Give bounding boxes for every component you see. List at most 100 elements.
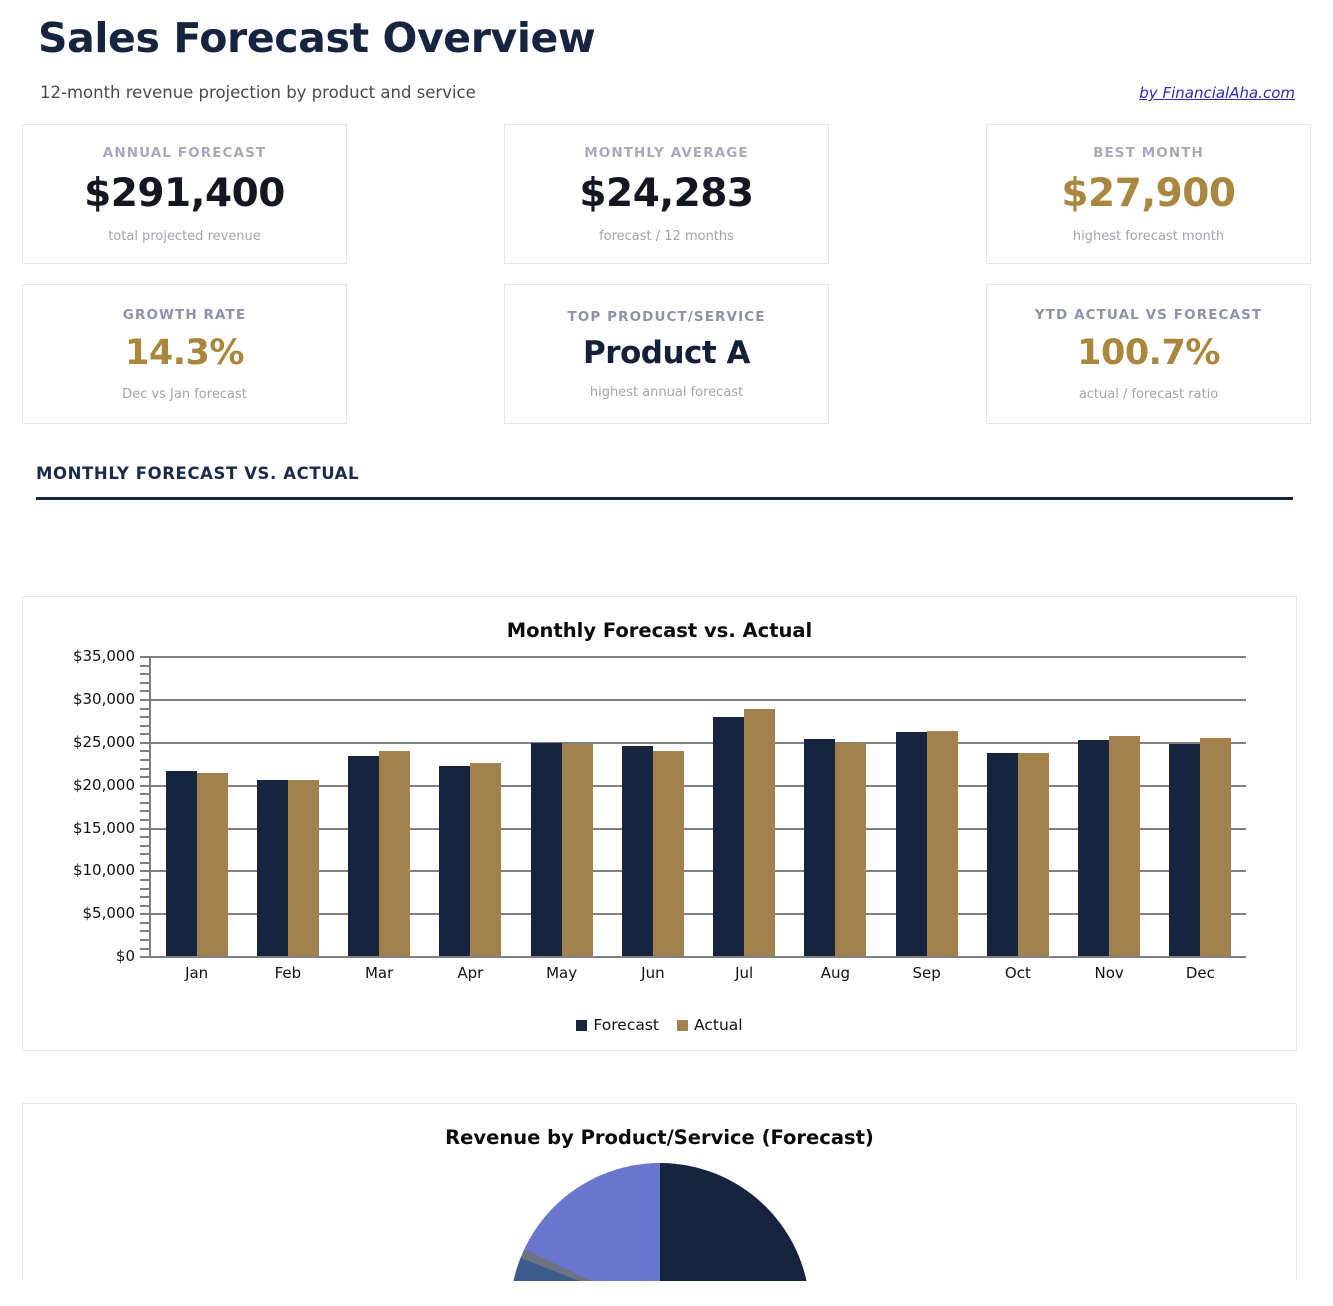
y-axis-tick-label: $30,000 bbox=[72, 690, 135, 709]
y-axis-tick-label: $35,000 bbox=[72, 647, 135, 666]
bar-actual[interactable] bbox=[287, 779, 319, 957]
legend-item[interactable]: Actual bbox=[677, 1016, 743, 1034]
bar-forecast[interactable] bbox=[895, 731, 927, 957]
gridline bbox=[151, 827, 1246, 830]
legend-swatch-icon bbox=[677, 1019, 689, 1031]
y-axis-minor-tick bbox=[140, 844, 151, 847]
y-axis-minor-tick bbox=[140, 759, 151, 762]
y-axis-minor-tick bbox=[140, 853, 151, 856]
y-axis-minor-tick bbox=[140, 767, 151, 770]
gridline bbox=[151, 741, 1246, 744]
bar-forecast[interactable] bbox=[1169, 744, 1201, 957]
bar-forecast[interactable] bbox=[530, 742, 562, 957]
kpi-label: YTD ACTUAL VS FORECAST bbox=[1034, 306, 1263, 323]
y-axis-minor-tick bbox=[140, 904, 151, 907]
bar-chart-plot-area: $0 $5,000 $10,000 $15,000 $20,000 $25,000 $30,… bbox=[33, 647, 1286, 1010]
y-axis-minor-tick bbox=[140, 707, 151, 710]
y-axis-tick-label: $5,000 bbox=[82, 904, 136, 923]
bar-actual[interactable] bbox=[1109, 735, 1141, 957]
bar-actual[interactable] bbox=[561, 743, 593, 957]
bar-chart-legend: Forecast Actual bbox=[33, 1016, 1286, 1034]
bar-group bbox=[334, 656, 425, 957]
x-axis-tick-label: Feb bbox=[274, 964, 302, 983]
y-axis-minor-tick bbox=[140, 939, 151, 942]
kpi-sublabel: forecast / 12 months bbox=[599, 228, 734, 244]
bar-group bbox=[790, 656, 881, 957]
y-axis-minor-tick bbox=[140, 690, 151, 693]
x-axis-tick-label: Dec bbox=[1185, 964, 1215, 983]
kpi-value: 14.3% bbox=[125, 332, 244, 373]
bar-group bbox=[425, 656, 516, 957]
bar-actual[interactable] bbox=[744, 709, 776, 957]
section-divider bbox=[36, 497, 1293, 501]
gridline bbox=[151, 699, 1246, 702]
bar-actual[interactable] bbox=[379, 751, 411, 957]
x-axis-tick-label: Jan bbox=[185, 964, 209, 983]
bar-forecast[interactable] bbox=[713, 717, 745, 957]
legend-swatch-icon bbox=[576, 1019, 588, 1031]
bar-group bbox=[516, 656, 607, 957]
legend-item[interactable]: Forecast bbox=[576, 1016, 659, 1034]
y-axis-minor-tick bbox=[140, 656, 151, 659]
kpi-card-best-month: BEST MONTH $27,900 highest forecast mont… bbox=[986, 124, 1311, 265]
bar-actual[interactable] bbox=[1017, 753, 1049, 957]
y-axis-minor-tick bbox=[140, 810, 151, 813]
gridline bbox=[151, 870, 1246, 873]
kpi-card-ytd-actual-vs-forecast: YTD ACTUAL VS FORECAST 100.7% actual / f… bbox=[986, 284, 1311, 425]
y-axis-minor-tick bbox=[140, 921, 151, 924]
y-axis-minor-tick bbox=[140, 887, 151, 890]
kpi-sublabel: Dec vs Jan forecast bbox=[122, 386, 247, 402]
dashboard-page: Sales Forecast Overview 12-month revenue… bbox=[0, 14, 1333, 1282]
y-axis-minor-tick bbox=[140, 896, 151, 899]
kpi-value: Product A bbox=[582, 334, 751, 371]
gridline bbox=[151, 913, 1246, 916]
y-axis-minor-tick bbox=[140, 664, 151, 667]
y-axis-minor-tick bbox=[140, 947, 151, 950]
kpi-value: $27,900 bbox=[1061, 170, 1236, 216]
y-axis-minor-tick bbox=[140, 784, 151, 787]
bar-forecast[interactable] bbox=[439, 765, 471, 957]
bar-forecast[interactable] bbox=[165, 771, 197, 957]
y-axis-line bbox=[149, 656, 151, 957]
y-axis-minor-tick bbox=[140, 776, 151, 779]
bar-actual[interactable] bbox=[470, 763, 502, 957]
bar-group bbox=[972, 656, 1063, 957]
page-title: Sales Forecast Overview bbox=[38, 14, 596, 62]
bar-forecast[interactable] bbox=[1078, 740, 1110, 957]
bar-forecast[interactable] bbox=[986, 753, 1018, 957]
bar-actual[interactable] bbox=[835, 742, 867, 957]
y-axis-minor-tick bbox=[140, 793, 151, 796]
bar-chart-canvas bbox=[140, 656, 1246, 959]
bar-actual[interactable] bbox=[196, 772, 228, 957]
y-axis-minor-tick bbox=[140, 913, 151, 916]
pie-chart-card: Revenue by Product/Service (Forecast) bbox=[22, 1103, 1297, 1282]
bar-chart-title: Monthly Forecast vs. Actual bbox=[506, 619, 813, 643]
credit-link[interactable]: by FinancialAha.com bbox=[1139, 84, 1295, 103]
bar-group bbox=[151, 656, 242, 957]
bar-forecast[interactable] bbox=[256, 780, 288, 957]
x-axis-tick-label: Jun bbox=[641, 964, 665, 983]
bar-group bbox=[1064, 656, 1155, 957]
y-axis-minor-tick bbox=[140, 861, 151, 864]
y-axis-tick-label: $25,000 bbox=[72, 732, 135, 751]
bar-actual[interactable] bbox=[652, 751, 684, 957]
x-axis-tick-label: Oct bbox=[1004, 964, 1031, 983]
bar-forecast[interactable] bbox=[621, 746, 653, 957]
kpi-card-monthly-average: MONTHLY AVERAGE $24,283 forecast / 12 mo… bbox=[504, 124, 829, 265]
kpi-value: $291,400 bbox=[84, 170, 285, 216]
bar-actual[interactable] bbox=[926, 730, 958, 957]
y-axis-minor-tick bbox=[140, 724, 151, 727]
section-heading: MONTHLY FORECAST VS. ACTUAL bbox=[36, 464, 360, 484]
gridline bbox=[151, 784, 1246, 787]
y-axis-tick-label: $20,000 bbox=[72, 775, 135, 794]
bar-group bbox=[607, 656, 698, 957]
bar-group bbox=[699, 656, 790, 957]
bar-forecast[interactable] bbox=[348, 755, 380, 957]
bar-actual[interactable] bbox=[1200, 737, 1232, 957]
x-axis-tick-label: Mar bbox=[364, 964, 394, 983]
pie-chart-plot-area bbox=[33, 1163, 1286, 1282]
kpi-card-annual-forecast: ANNUAL FORECAST $291,400 total projected… bbox=[22, 124, 347, 265]
y-axis-tick-label: $10,000 bbox=[72, 861, 135, 880]
y-axis-minor-tick bbox=[140, 681, 151, 684]
bar-forecast[interactable] bbox=[804, 739, 836, 957]
